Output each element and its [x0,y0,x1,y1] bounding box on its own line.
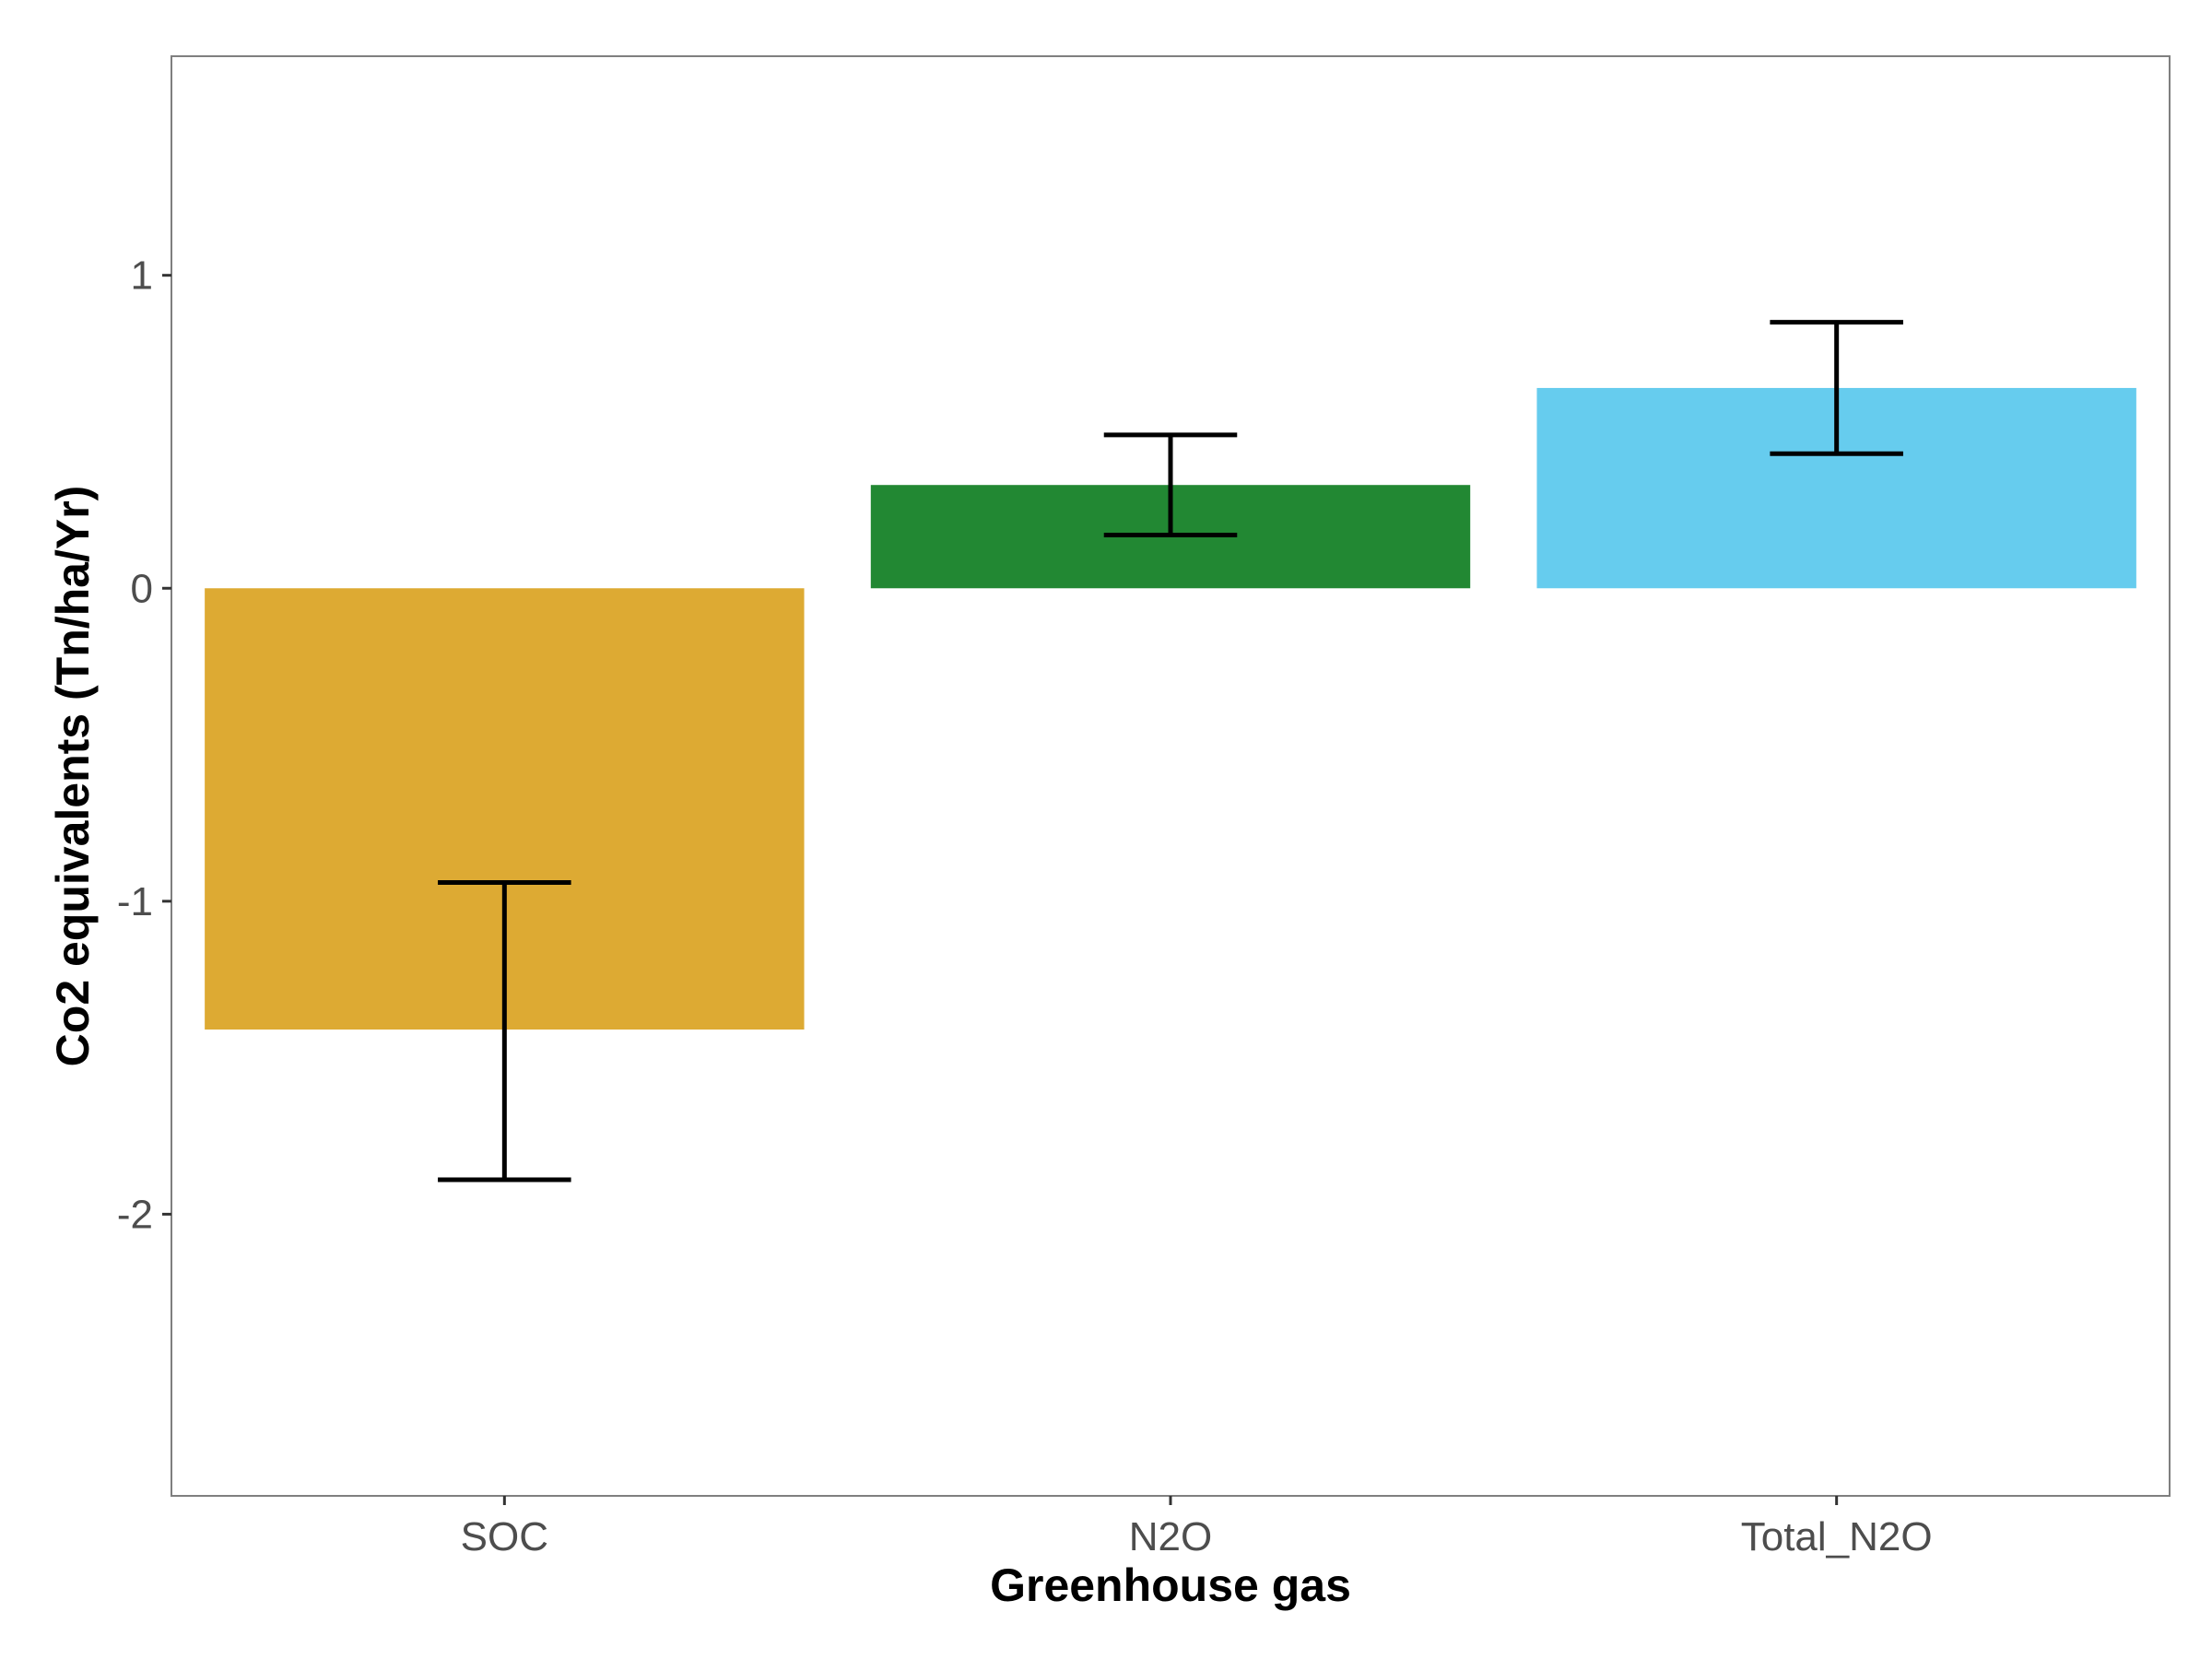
y-axis: -2 -1 0 1 [117,253,171,1237]
errorbars-layer [438,320,1903,1182]
errorbar-n2o [1103,432,1238,538]
errorbar-total-n2o [1770,320,1903,456]
x-tick-label: SOC [461,1514,548,1559]
y-axis-title: Co2 equivalents (Tn/ha/Yr) [47,486,99,1067]
x-axis: SOC N2O Total_N2O [461,1496,1933,1559]
y-tick-label: -2 [117,1192,153,1237]
y-tick-label: 0 [131,566,153,611]
x-tick-label: Total_N2O [1741,1514,1933,1559]
y-tick-label: 1 [131,253,153,299]
errorbar-soc [438,879,571,1182]
x-axis-title: Greenhouse gas [990,1559,1351,1611]
y-tick-label: -1 [117,879,153,924]
x-tick-label: N2O [1129,1514,1212,1559]
